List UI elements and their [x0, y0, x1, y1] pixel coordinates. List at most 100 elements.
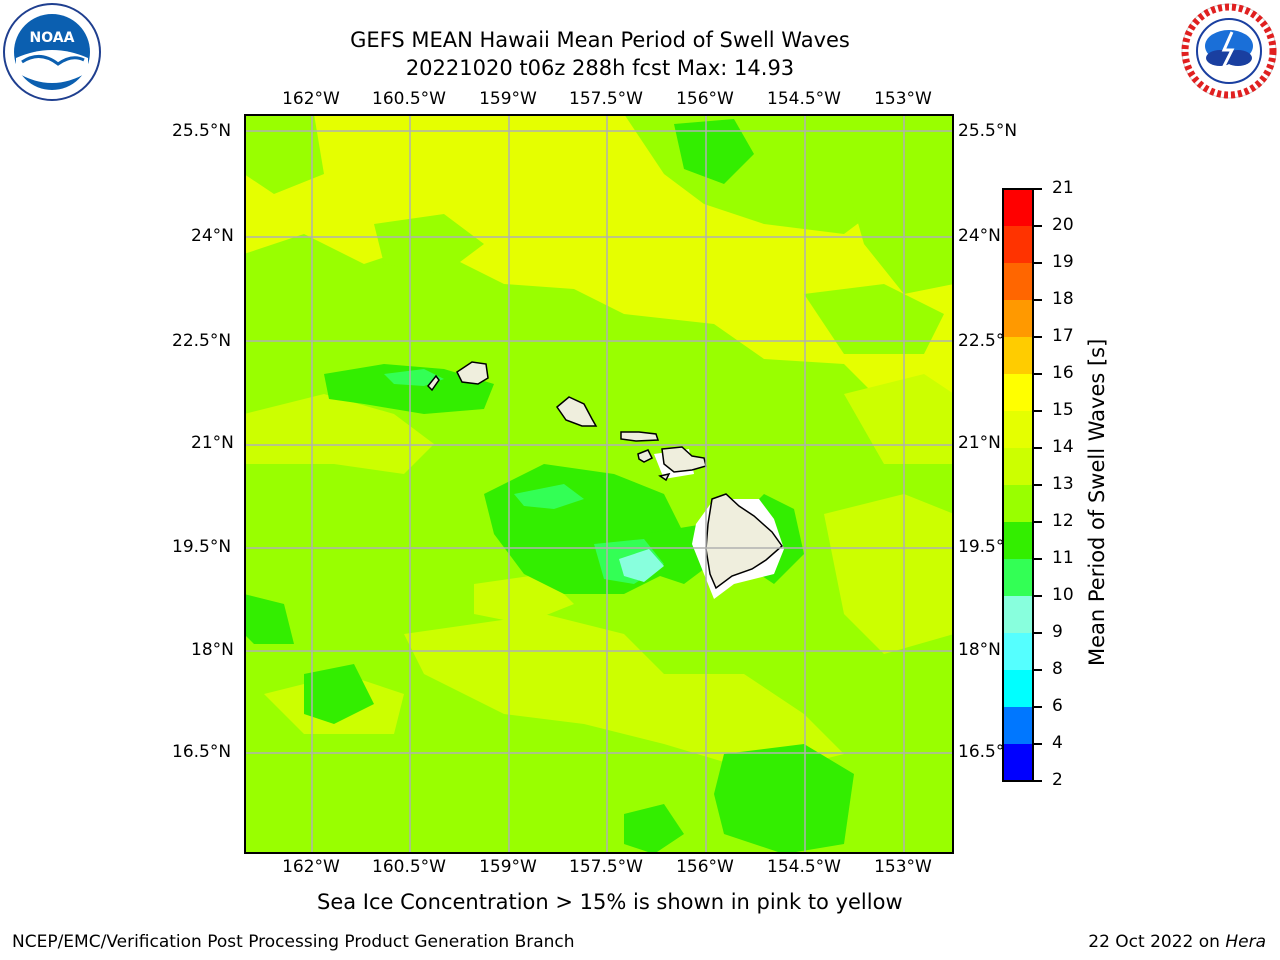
- colorbar-tick-label: 16: [1052, 363, 1074, 383]
- sea-ice-caption: Sea Ice Concentration > 15% is shown in …: [317, 890, 903, 914]
- colorbar-segment: [1003, 522, 1033, 560]
- colorbar: [1002, 188, 1034, 786]
- island-lanai: [637, 449, 654, 463]
- lon-label: 159°W: [479, 89, 537, 109]
- colorbar-segment: [1003, 596, 1033, 634]
- colorbar-tick-mark: [1034, 558, 1042, 560]
- colorbar-tick-label: 9: [1052, 622, 1063, 642]
- lon-label: 153°W: [874, 89, 932, 109]
- colorbar-segment: [1003, 226, 1033, 264]
- map-frame: [244, 114, 954, 854]
- colorbar-segment: [1003, 633, 1033, 671]
- colorbar-segment: [1003, 374, 1033, 412]
- nws-logo: [1180, 2, 1278, 100]
- lon-label: 162°W: [282, 857, 340, 877]
- chart-title-line1: GEFS MEAN Hawaii Mean Period of Swell Wa…: [350, 28, 850, 52]
- colorbar-segment: [1003, 411, 1033, 449]
- period-band-13-14: [244, 374, 954, 774]
- colorbar-tick-label: 19: [1052, 252, 1074, 272]
- colorbar-tick-label: 4: [1052, 733, 1063, 753]
- lat-label: 25.5°N: [172, 121, 232, 141]
- lon-label: 160.5°W: [372, 89, 446, 109]
- lon-label: 159°W: [479, 857, 537, 877]
- lon-label: 157.5°W: [569, 89, 643, 109]
- colorbar-tick-mark: [1034, 188, 1042, 190]
- colorbar-tick-label: 12: [1052, 511, 1074, 531]
- colorbar-tick-mark: [1034, 632, 1042, 634]
- colorbar-segment: [1003, 189, 1033, 227]
- lon-label: 162°W: [282, 89, 340, 109]
- noaa-logo-text: NOAA: [30, 30, 75, 46]
- colorbar-segment: [1003, 263, 1033, 301]
- island-niihau: [426, 374, 440, 392]
- colorbar-tick-label: 17: [1052, 326, 1074, 346]
- noaa-logo: NOAA: [2, 2, 102, 102]
- colorbar-tick-mark: [1034, 595, 1042, 597]
- lon-label: 153°W: [874, 857, 932, 877]
- colorbar-tick-label: 21: [1052, 178, 1074, 198]
- colorbar-tick-label: 20: [1052, 215, 1074, 235]
- island-kauai: [456, 361, 489, 385]
- lon-label: 156°W: [676, 89, 734, 109]
- period-band-9-10: [619, 549, 664, 582]
- colorbar-tick-mark: [1034, 521, 1042, 523]
- lon-label: 157.5°W: [569, 857, 643, 877]
- colorbar-tick-label: 6: [1052, 696, 1063, 716]
- lat-label: 24°N: [191, 226, 234, 246]
- colorbar-segment: [1003, 448, 1033, 486]
- colorbar-segment: [1003, 744, 1033, 782]
- colorbar-tick-mark: [1034, 669, 1042, 671]
- lat-label: 24°N: [958, 226, 1001, 246]
- swell-period-map: [244, 114, 954, 858]
- island-molokai: [620, 431, 660, 442]
- lon-label: 154.5°W: [767, 89, 841, 109]
- colorbar-tick-label: 13: [1052, 474, 1074, 494]
- colorbar-frame: [1002, 188, 1034, 782]
- colorbar-segment: [1003, 485, 1033, 523]
- lon-label: 160.5°W: [372, 857, 446, 877]
- island-kahoolawe: [658, 472, 671, 482]
- lon-label: 156°W: [676, 857, 734, 877]
- colorbar-tick-mark: [1034, 447, 1042, 449]
- footer-right: 22 Oct 2022 on Hera: [1088, 932, 1266, 952]
- colorbar-tick-label: 14: [1052, 437, 1074, 457]
- colorbar-segment: [1003, 670, 1033, 708]
- colorbar-tick-label: 11: [1052, 548, 1074, 568]
- colorbar-tick-mark: [1034, 299, 1042, 301]
- island-oahu: [555, 396, 598, 427]
- footer-left: NCEP/EMC/Verification Post Processing Pr…: [12, 932, 575, 952]
- colorbar-tick-mark: [1034, 336, 1042, 338]
- lat-label: 25.5°N: [958, 121, 1018, 141]
- lat-label: 19.5°N: [172, 537, 232, 557]
- colorbar-tick-label: 2: [1052, 770, 1063, 790]
- colorbar-tick-label: 15: [1052, 400, 1074, 420]
- graticule: [244, 114, 954, 854]
- colorbar-tick-label: 18: [1052, 289, 1074, 309]
- lat-label: 21°N: [191, 433, 234, 453]
- colorbar-title: Mean Period of Swell Waves [s]: [1085, 338, 1109, 666]
- colorbar-tick-mark: [1034, 743, 1042, 745]
- colorbar-tick-mark: [1034, 484, 1042, 486]
- colorbar-segment: [1003, 337, 1033, 375]
- colorbar-tick-mark: [1034, 262, 1042, 264]
- colorbar-tick-label: 8: [1052, 659, 1063, 679]
- hawaiian-islands: [426, 361, 784, 590]
- colorbar-tick-mark: [1034, 706, 1042, 708]
- lat-label: 18°N: [958, 640, 1001, 660]
- lat-label: 18°N: [191, 640, 234, 660]
- lat-label: 22.5°N: [172, 331, 232, 351]
- lon-label: 154.5°W: [767, 857, 841, 877]
- colorbar-segment: [1003, 559, 1033, 597]
- colorbar-segment: [1003, 300, 1033, 338]
- colorbar-tick-mark: [1034, 373, 1042, 375]
- chart-title-line2: 20221020 t06z 288h fcst Max: 14.93: [405, 56, 795, 80]
- colorbar-segment: [1003, 707, 1033, 745]
- colorbar-tick-mark: [1034, 780, 1042, 782]
- footer-host: Hera: [1225, 932, 1266, 952]
- lat-label: 21°N: [958, 433, 1001, 453]
- footer-date: 22 Oct 2022 on: [1088, 932, 1226, 952]
- colorbar-tick-mark: [1034, 225, 1042, 227]
- colorbar-tick-label: 10: [1052, 585, 1074, 605]
- lat-label: 16.5°N: [172, 742, 232, 762]
- colorbar-tick-mark: [1034, 410, 1042, 412]
